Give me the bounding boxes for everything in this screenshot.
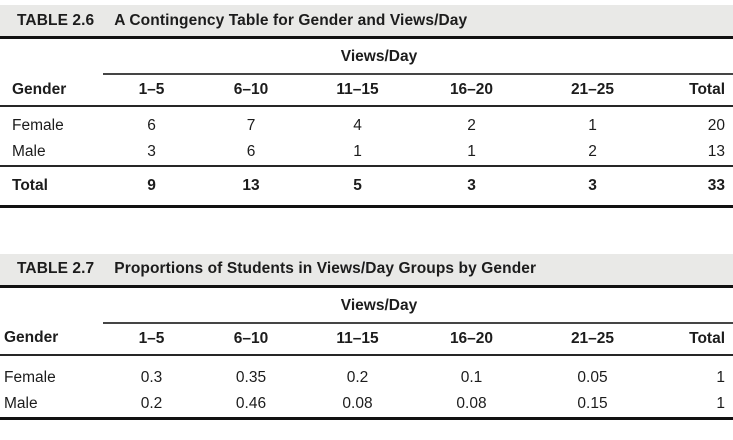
table-2-6-title-band: TABLE 2.6 A Contingency Table for Gender… — [0, 5, 733, 39]
column-header: 1–5 — [103, 74, 200, 107]
table-cell: 0.1 — [460, 369, 483, 386]
proportions-table: Views/Day Gender 1–5 6–10 11–15 16–20 21… — [0, 287, 733, 420]
row-label: Female — [12, 116, 64, 134]
spanner-rule-tail — [655, 287, 733, 324]
table-cell: 0.3 — [140, 369, 163, 386]
total-cell: 9 — [103, 165, 200, 208]
table-cell: 2 — [588, 142, 597, 160]
column-header: 16–20 — [413, 74, 530, 107]
total-cell: 13 — [200, 165, 302, 208]
total-column-header: Total — [655, 322, 733, 356]
table-cell: 1 — [353, 142, 362, 160]
table-cell: 2 — [467, 116, 476, 134]
table-cell: 0.35 — [235, 369, 267, 386]
proportions-table-block: TABLE 2.7 Proportions of Students in Vie… — [0, 253, 733, 420]
table-row-male: Male 0.2 0.46 0.08 0.08 0.15 1 — [0, 390, 733, 420]
spanner-rule-tail — [655, 39, 733, 75]
views-day-spanner-label: Views/Day — [103, 287, 655, 324]
total-cell: 5 — [302, 165, 413, 208]
table-cell: 0.08 — [302, 390, 413, 420]
total-row-label: Total — [0, 165, 103, 208]
table-cell: 1 — [588, 116, 597, 134]
table-cell: 0.15 — [530, 390, 655, 420]
table-cell: 3 — [147, 142, 156, 160]
table-row-female: Female 0.3 0.35 0.2 0.1 0.05 1 — [0, 355, 733, 391]
table-cell: 0.2 — [103, 390, 200, 420]
table-label: TABLE 2.6 — [17, 11, 95, 29]
table-cell: 0.05 — [577, 369, 608, 386]
row-label: Male — [12, 142, 46, 160]
row-label: Female — [4, 369, 56, 386]
column-header: 21–25 — [530, 74, 655, 107]
textbook-page-excerpt: TABLE 2.6 A Contingency Table for Gender… — [0, 5, 733, 440]
views-day-spanner-row: Views/Day — [0, 287, 733, 324]
row-label: Male — [0, 390, 103, 420]
table-cell: 1 — [467, 142, 476, 160]
column-header: 16–20 — [413, 322, 530, 356]
spanner-spacer — [0, 39, 103, 74]
table-cell: 6 — [246, 142, 256, 160]
table-cell: 7 — [246, 116, 256, 134]
table-cell: 4 — [353, 116, 362, 134]
column-header: 21–25 — [530, 322, 655, 356]
table-title: A Contingency Table for Gender and Views… — [114, 11, 468, 29]
table-row-total: Total 9 13 5 3 3 33 — [0, 165, 733, 208]
views-day-spanner-row: Views/Day — [0, 39, 733, 75]
table-2-7-title-band: TABLE 2.7 Proportions of Students in Vie… — [0, 253, 733, 288]
table-cell: 0.08 — [413, 390, 530, 420]
gender-column-header: Gender — [0, 74, 103, 107]
views-day-spanner-label: Views/Day — [103, 39, 655, 75]
table-cell: 0.46 — [200, 390, 302, 420]
column-header-row: Gender 1–5 6–10 11–15 16–20 21–25 Total — [0, 322, 733, 356]
column-header: 6–10 — [200, 322, 302, 356]
row-total-cell: 13 — [707, 142, 725, 160]
total-column-header: Total — [655, 74, 733, 107]
spanner-spacer — [0, 288, 103, 323]
column-header: 11–15 — [302, 322, 413, 356]
column-header: 11–15 — [302, 74, 413, 107]
grand-total-cell: 33 — [655, 165, 733, 208]
table-cell: 6 — [147, 116, 156, 134]
contingency-table-block: TABLE 2.6 A Contingency Table for Gender… — [0, 5, 733, 208]
column-header-row: Gender 1–5 6–10 11–15 16–20 21–25 Total — [0, 74, 733, 107]
row-total-cell: 1 — [655, 390, 733, 420]
column-header: 1–5 — [103, 322, 200, 356]
gender-column-header: Gender — [0, 322, 103, 356]
table-label: TABLE 2.7 — [17, 260, 95, 277]
table-row-male: Male 3 6 1 1 2 13 — [0, 138, 733, 166]
table-cell: 0.2 — [346, 369, 369, 386]
column-header: 6–10 — [200, 74, 302, 107]
table-title: Proportions of Students in Views/Day Gro… — [114, 260, 537, 277]
row-total-cell: 20 — [707, 116, 725, 134]
total-cell: 3 — [413, 165, 530, 208]
table-row-female: Female 6 7 4 2 1 20 — [0, 106, 733, 138]
total-cell: 3 — [530, 165, 655, 208]
contingency-table: Views/Day Gender 1–5 6–10 11–15 16–20 21… — [0, 39, 733, 208]
row-total-cell: 1 — [716, 369, 725, 386]
